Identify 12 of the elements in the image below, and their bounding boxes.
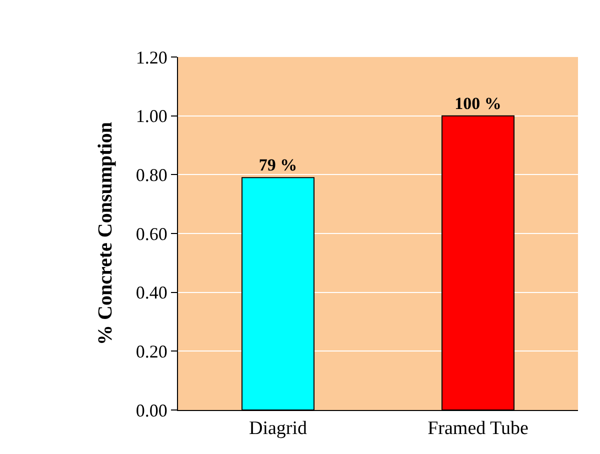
x-tick-label: Diagrid	[248, 418, 308, 439]
y-tick-label: 1.20	[136, 47, 168, 68]
y-tick-label: 0.40	[136, 282, 168, 303]
y-axis-title: % Concrete Consumption	[94, 122, 116, 345]
y-tick-label: 0.60	[136, 224, 168, 244]
y-tick-label: 1.00	[136, 106, 168, 126]
data-label: 79 %	[258, 156, 298, 175]
y-tick-label: 0.20	[136, 341, 168, 362]
y-tick-label: 0.00	[136, 400, 168, 420]
y-tick-label: 0.80	[136, 164, 168, 185]
x-tick-label: Framed Tube	[428, 418, 528, 439]
data-label: 100 %	[454, 94, 502, 113]
